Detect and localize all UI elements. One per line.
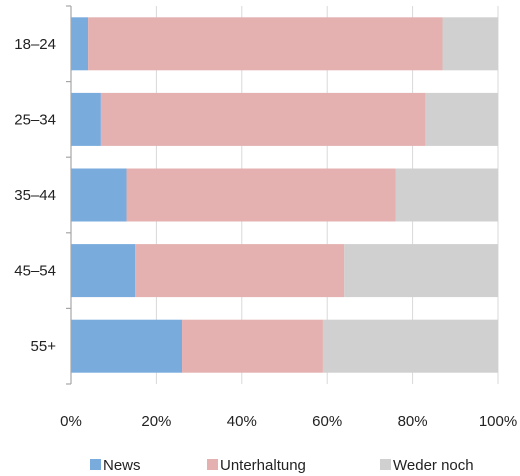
legend-swatch-news xyxy=(90,459,101,470)
bar-weder-noch-35-44 xyxy=(395,168,498,222)
x-tick-label-0: 0% xyxy=(60,413,82,430)
bar-unterhaltung-35-44 xyxy=(126,168,396,222)
category-label-25-34: 25–34 xyxy=(14,111,56,128)
bar-news-35-44 xyxy=(71,168,127,222)
x-tick-labels: 0% 20% 40% 60% 80% 100% xyxy=(60,413,517,430)
category-label-45-54: 45–54 xyxy=(14,263,56,280)
bar-news-45-54 xyxy=(71,244,136,298)
bars xyxy=(71,17,498,373)
bar-weder-noch-45-54 xyxy=(344,244,498,298)
bar-unterhaltung-25-34 xyxy=(100,92,426,146)
legend-swatch-weder-noch xyxy=(380,459,391,470)
bar-weder-noch-55 xyxy=(322,319,498,373)
x-tick-label-2: 40% xyxy=(227,413,257,430)
category-labels: 18–24 25–34 35–44 45–54 55+ xyxy=(14,36,56,355)
x-tick-label-1: 20% xyxy=(141,413,171,430)
bar-news-55 xyxy=(71,319,183,373)
x-tick-label-3: 60% xyxy=(312,413,342,430)
bar-weder-noch-25-34 xyxy=(425,92,498,146)
bar-unterhaltung-45-54 xyxy=(135,244,345,298)
category-label-18-24: 18–24 xyxy=(14,36,56,53)
legend-label-unterhaltung: Unterhaltung xyxy=(220,457,306,474)
category-label-35-44: 35–44 xyxy=(14,187,56,204)
legend-swatch-unterhaltung xyxy=(207,459,218,470)
x-tick-label-4: 80% xyxy=(398,413,428,430)
axes xyxy=(66,5,72,385)
bar-news-18-24 xyxy=(71,17,89,71)
category-label-55: 55+ xyxy=(31,338,57,355)
legend: News Unterhaltung Weder noch xyxy=(90,457,474,474)
bar-news-25-34 xyxy=(71,92,101,146)
bar-weder-noch-18-24 xyxy=(442,17,498,71)
bar-unterhaltung-18-24 xyxy=(88,17,443,71)
legend-label-news: News xyxy=(103,457,141,474)
legend-label-weder-noch: Weder noch xyxy=(393,457,474,474)
x-tick-label-5: 100% xyxy=(479,413,517,430)
bar-unterhaltung-55 xyxy=(182,319,323,373)
